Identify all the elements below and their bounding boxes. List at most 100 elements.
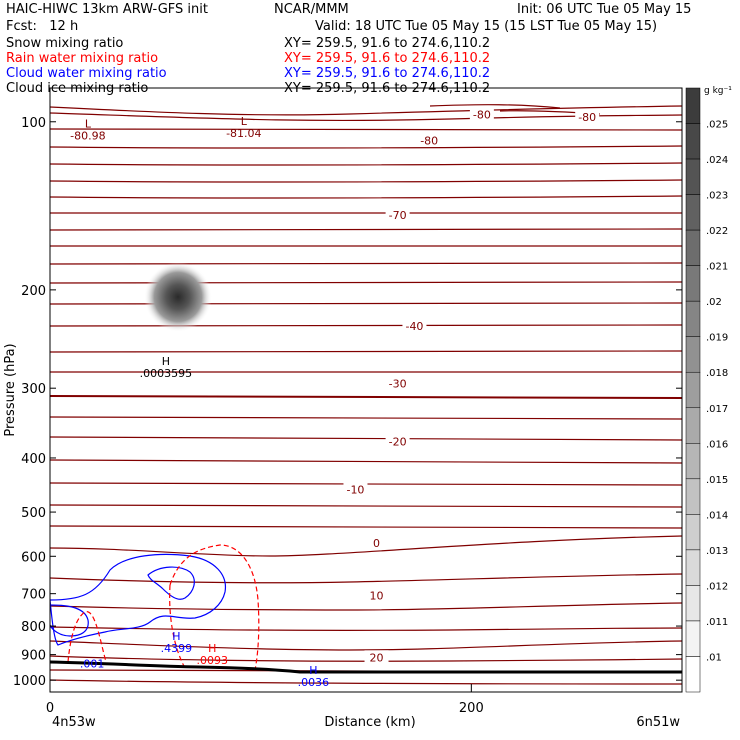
plot-frame <box>49 87 683 693</box>
contour-label-bg <box>575 109 600 123</box>
header-valid: Valid: 18 UTC Tue 05 May 15 (15 LST Tue … <box>315 19 658 34</box>
extremum-value: .0093 <box>196 654 228 667</box>
terrain-line <box>50 660 682 674</box>
temperature-contour-label: -20 <box>389 436 407 449</box>
temp-contour-line <box>50 640 682 651</box>
cloud-water-contour <box>50 604 89 637</box>
x-endpoint-left: 4n53w <box>52 715 96 730</box>
field-xy-snow: XY= 259.5, 91.6 to 274.6,110.2 <box>284 36 491 51</box>
colorbar-level-label: .025 <box>706 120 728 131</box>
temp-contour-line <box>50 679 682 685</box>
colorbar-swatch <box>685 265 701 302</box>
temp-contour-line <box>50 262 682 266</box>
colorbar-level-label: .019 <box>706 333 728 344</box>
contour-label-bg <box>364 650 389 664</box>
field-label-snow: Snow mixing ratio <box>6 36 124 51</box>
colorbar-swatch <box>685 620 701 657</box>
temperature-contour-label: -70 <box>389 209 407 222</box>
header-org: NCAR/MMM <box>274 2 349 17</box>
extremum-value: .0036 <box>298 676 330 689</box>
cloud-water-contour-label: .001 <box>80 658 105 671</box>
field-label-rain: Rain water mixing ratio <box>6 51 159 66</box>
temp-contour-line <box>50 525 682 529</box>
extremum-value: .0003595 <box>140 367 193 380</box>
colorbar-level-label: .015 <box>706 475 728 486</box>
y-tick-label: 1000 <box>13 674 46 689</box>
x-axis-label: Distance (km) <box>324 715 415 730</box>
colorbar-level-label: .024 <box>706 155 728 166</box>
header-init: Init: 06 UTC Tue 05 May 15 <box>517 2 692 17</box>
temp-contour-line <box>50 245 682 248</box>
temperature-contour-label: 10 <box>370 589 384 602</box>
colorbar-level-label: .01 <box>706 652 722 663</box>
field-xy-rain: XY= 259.5, 91.6 to 274.6,110.2 <box>284 51 491 66</box>
colorbar-swatch <box>685 656 701 693</box>
colorbar-level-label: .013 <box>706 546 728 557</box>
contour-label-bg <box>417 133 442 147</box>
temp-contour-line <box>50 228 682 232</box>
extremum-value: -81.04 <box>226 127 261 140</box>
contour-label-bg <box>385 376 410 390</box>
y-tick-label: 400 <box>21 452 46 467</box>
extremum-marker: L <box>241 115 248 128</box>
colorbar-level-label: .023 <box>706 191 728 202</box>
colorbar-swatch <box>685 514 701 551</box>
y-tick-label: 300 <box>21 382 46 397</box>
temp-contour-line <box>50 459 682 464</box>
temperature-contour-label: -30 <box>389 377 407 390</box>
temp-contour-line <box>50 395 682 400</box>
colorbar-swatch <box>685 407 701 444</box>
field-label-cloud-water: Cloud water mixing ratio <box>6 66 167 81</box>
colorbar-level-label: .014 <box>706 510 728 521</box>
contour-label-bg <box>364 535 389 549</box>
extremum-marker: H <box>162 355 170 368</box>
colorbar-level-label: .017 <box>706 404 728 415</box>
temperature-contour-label: -10 <box>346 484 364 497</box>
y-tick-label: 800 <box>21 620 46 635</box>
contour-label-bg <box>385 434 410 448</box>
colorbar-level-label: .02 <box>706 297 722 308</box>
colorbar-unit: g kg⁻¹ <box>704 86 732 96</box>
temp-contour-line <box>50 105 682 116</box>
temp-contour-line <box>50 162 682 166</box>
temp-contour-line <box>50 281 682 285</box>
temperature-contour-label: -40 <box>405 320 423 333</box>
y-tick-label: 600 <box>21 550 46 565</box>
temp-contour-line <box>50 573 682 584</box>
x-endpoint-right: 6n51w <box>636 715 680 730</box>
header-title: HAIC-HIWC 13km ARW-GFS init <box>6 2 208 17</box>
contour-label-bg <box>364 588 389 602</box>
temp-contour-line <box>50 535 682 557</box>
y-tick-label: 700 <box>21 588 46 603</box>
colorbar-swatch <box>685 549 701 586</box>
extremum-value: -80.98 <box>70 129 105 142</box>
colorbar-level-label: .011 <box>706 617 728 628</box>
header-fcst: Fcst: 12 h <box>6 19 79 34</box>
temp-contour-line <box>50 655 682 662</box>
x-tick-label: 0 <box>46 701 54 716</box>
rain-contour <box>67 611 107 663</box>
temp-contour-line <box>50 602 682 611</box>
temp-contour-line <box>50 128 682 132</box>
temp-contour-line <box>50 416 682 420</box>
colorbar-swatch <box>685 123 701 160</box>
extremum-value: .4399 <box>161 642 193 655</box>
y-axis-label: Pressure (hPa) <box>3 343 18 436</box>
colorbar-swatch <box>685 158 701 195</box>
colorbar-swatch <box>685 371 701 409</box>
colorbar-swatch <box>685 194 701 231</box>
cloud-water-contour <box>50 553 226 646</box>
temp-contour-line <box>50 626 682 631</box>
colorbar-level-label: .022 <box>706 226 728 237</box>
rain-contour <box>169 584 186 669</box>
temperature-contour-label: -80 <box>420 134 438 147</box>
cloud-water-contour <box>147 566 195 600</box>
y-tick-label: 500 <box>21 506 46 521</box>
colorbar-swatch <box>685 443 701 480</box>
colorbar-swatch <box>685 336 701 373</box>
colorbar-swatch <box>685 585 701 622</box>
y-tick-label: 900 <box>21 649 46 664</box>
cloud-ice-max-blob <box>144 262 212 332</box>
colorbar-level-label: .018 <box>706 368 728 379</box>
